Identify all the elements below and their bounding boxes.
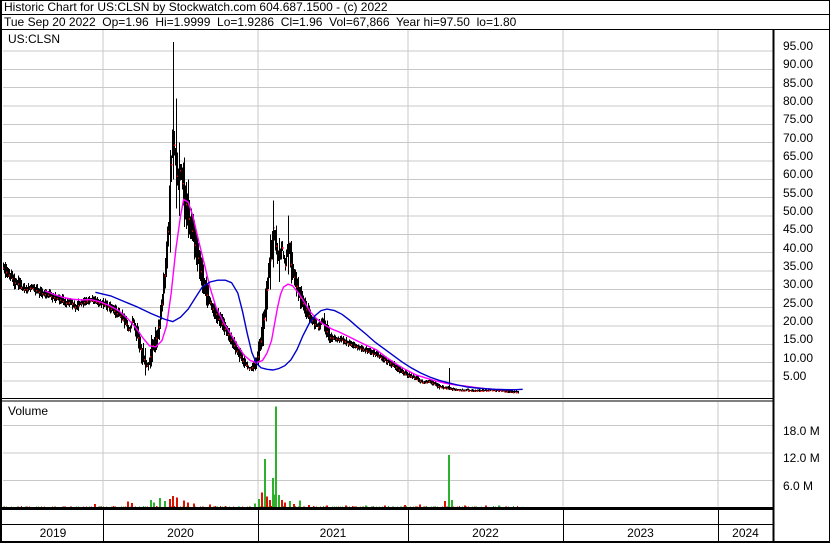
price-axis-label: 80.00 (783, 94, 814, 108)
header-line1: Historic Chart for US:CLSN by Stockwatch… (4, 0, 388, 14)
price-axis-label: 90.00 (783, 57, 814, 72)
price-axis-label: 60.00 (783, 167, 814, 182)
price-axis-label: 10.00 (783, 350, 814, 365)
ma-fast-line (44, 198, 519, 391)
volume-axis-label: 6.0 M (783, 478, 814, 493)
volume-pane-label: Volume (8, 404, 49, 418)
price-axis-label: 65.00 (783, 149, 814, 163)
year-label: 2023 (627, 526, 654, 540)
year-label: 2022 (472, 526, 499, 540)
price-axis-label: 5.00 (783, 369, 807, 383)
symbol-label: US:CLSN (8, 32, 61, 46)
price-axis-label: 50.00 (783, 204, 814, 218)
moving-average-lines (44, 198, 523, 391)
price-axis-label: 95.00 (783, 39, 814, 53)
price-axis-label: 40.00 (783, 240, 814, 255)
year-label: 2024 (732, 526, 759, 540)
gridlines (3, 30, 773, 507)
price-axis-label: 25.00 (783, 295, 814, 310)
price-axis-label: 55.00 (783, 185, 814, 200)
price-axis-label: 30.00 (783, 277, 814, 292)
year-label: 2020 (167, 526, 194, 540)
ma-slow-line (95, 279, 523, 391)
price-axis-label: 75.00 (783, 112, 814, 127)
price-axis-label: 35.00 (783, 259, 814, 273)
header-line2: Tue Sep 20 2022 Op=1.96 Hi=1.9999 Lo=1.9… (4, 15, 517, 29)
volume-axis-label: 18.0 M (783, 423, 820, 438)
year-label: 2021 (319, 526, 347, 540)
volume-axis-label: 12.0 M (783, 451, 820, 466)
price-axis-label: 20.00 (783, 314, 814, 328)
price-axis-label: 45.00 (783, 222, 814, 237)
price-axis-label: 70.00 (783, 130, 814, 145)
price-axis-label: 85.00 (783, 75, 814, 90)
year-label: 2019 (39, 526, 67, 540)
price-axis-label: 15.00 (783, 332, 814, 347)
